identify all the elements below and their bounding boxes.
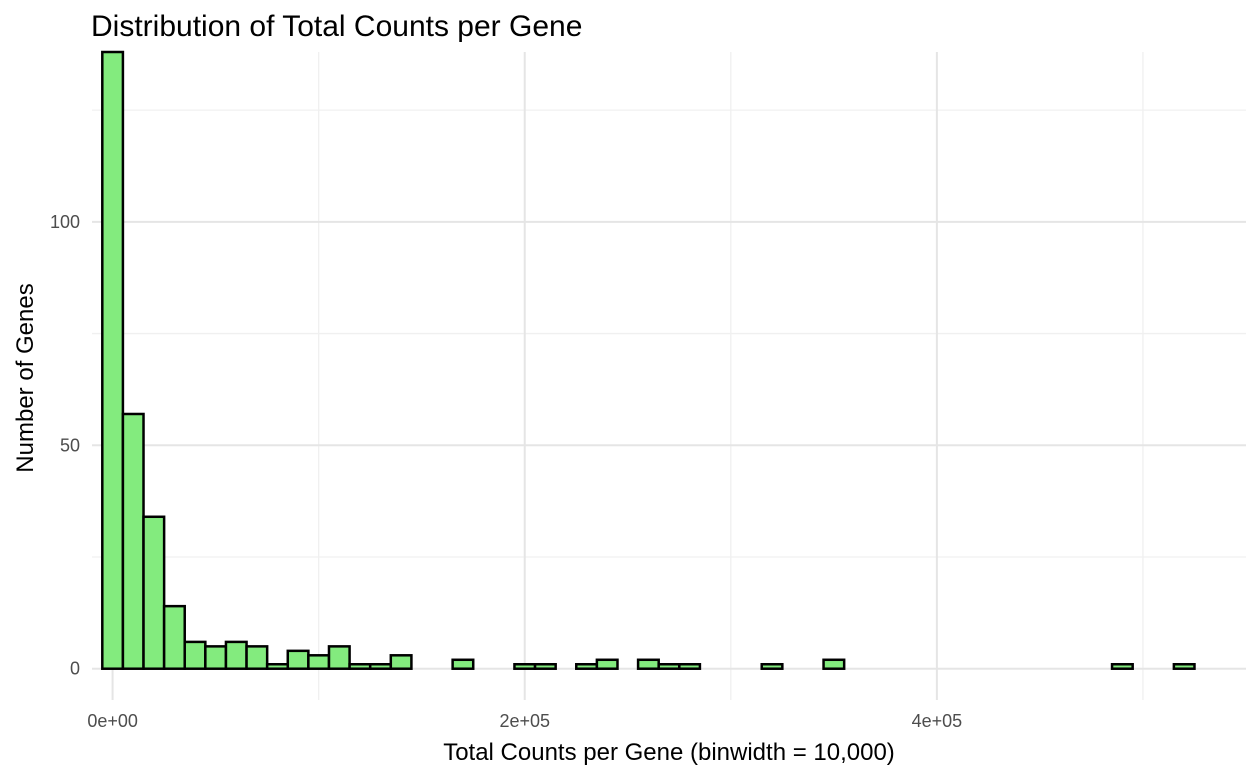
histogram-bar	[142, 515, 166, 670]
histogram-bar	[245, 645, 269, 670]
histogram-bar	[451, 658, 475, 670]
x-tick-label: 2e+05	[499, 711, 550, 731]
y-tick-label: 0	[70, 659, 80, 679]
histogram-bar	[327, 645, 351, 670]
histogram-bar	[595, 658, 619, 670]
histogram-bar	[636, 658, 660, 670]
histogram-bar	[657, 662, 681, 670]
histogram-bar	[533, 662, 557, 670]
histogram-bar	[575, 662, 599, 670]
grid-layer	[92, 52, 1246, 700]
histogram-bar	[1110, 662, 1134, 670]
histogram-bar	[183, 640, 207, 670]
bar-layer	[101, 50, 1196, 670]
tick-layer: 0e+00 2e+05 4e+05 0 50 100	[50, 212, 962, 731]
histogram-bar	[121, 412, 145, 670]
y-tick-label: 50	[60, 435, 80, 455]
x-axis-title: Total Counts per Gene (binwidth = 10,000…	[443, 739, 895, 766]
x-tick-label: 0e+00	[87, 711, 138, 731]
chart-title: Distribution of Total Counts per Gene	[91, 10, 582, 43]
histogram-bar	[162, 604, 186, 670]
histogram-bar	[348, 662, 372, 670]
y-axis-title: Number of Genes	[12, 283, 39, 472]
histogram-bar	[307, 654, 331, 670]
histogram-bar	[101, 50, 125, 670]
histogram-bar	[678, 662, 702, 670]
histogram-bar	[368, 662, 393, 670]
histogram-bar	[513, 662, 537, 670]
histogram-bar	[822, 658, 846, 670]
histogram-bar	[265, 662, 290, 670]
histogram-bar	[286, 649, 310, 670]
histogram-bar	[760, 662, 784, 670]
y-tick-label: 100	[50, 212, 80, 232]
histogram-bar	[224, 640, 248, 670]
histogram-bar	[1172, 662, 1196, 670]
histogram-bar	[204, 645, 228, 670]
x-tick-label: 4e+05	[912, 711, 963, 731]
histogram-bar	[389, 654, 413, 670]
